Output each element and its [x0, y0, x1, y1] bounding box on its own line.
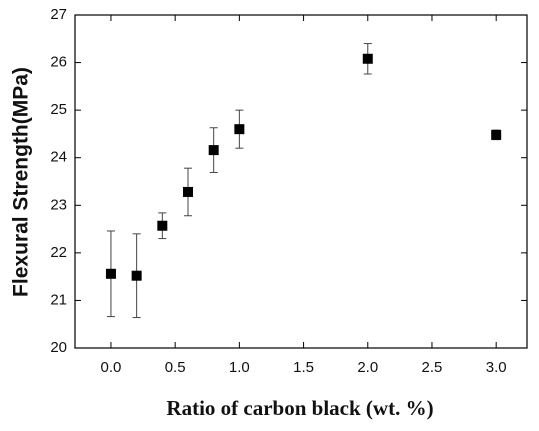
marker [105, 268, 116, 279]
marker [491, 129, 502, 140]
x-tick-label: 2.5 [422, 359, 443, 376]
x-axis-label: Ratio of carbon black (wt. %) [166, 396, 433, 420]
x-tick-label: 2.0 [357, 359, 378, 376]
marker [131, 270, 142, 281]
marker [157, 220, 168, 231]
y-axis-label: Flexural Strength(MPa) [10, 67, 33, 297]
x-tick-label: 0.0 [101, 359, 122, 376]
y-tick-label: 22 [50, 244, 67, 261]
y-tick-label: 26 [50, 54, 67, 71]
y-tick-label: 20 [50, 339, 67, 356]
y-tick-label: 25 [50, 101, 67, 118]
y-tick-label: 21 [50, 291, 67, 308]
marker [234, 124, 245, 135]
y-tick-label: 24 [50, 149, 67, 166]
x-tick-label: 0.5 [165, 359, 186, 376]
marker [362, 53, 373, 64]
marker [183, 186, 193, 197]
marker [208, 145, 219, 156]
x-tick-label: 3.0 [486, 359, 507, 376]
y-tick-label: 23 [50, 196, 67, 213]
plot-frame [74, 14, 528, 349]
x-tick-label: 1.0 [229, 359, 250, 376]
x-tick-label: 1.5 [293, 359, 314, 376]
y-tick-label: 27 [50, 6, 67, 23]
